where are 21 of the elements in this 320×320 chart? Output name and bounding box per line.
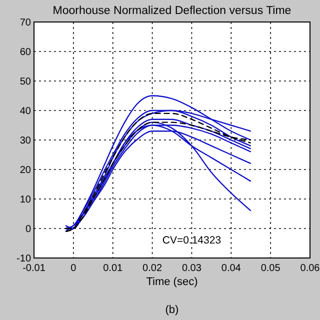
chart-title: Moorhouse Normalized Deflection versus Time <box>52 5 292 17</box>
y-tick-label: 40 <box>20 106 32 117</box>
x-tick-label: -0.01 <box>22 263 46 274</box>
x-tick-label: 0.06 <box>300 263 320 274</box>
x-tick-label: 0 <box>70 263 77 274</box>
x-tick-label: 0.02 <box>142 263 162 274</box>
y-tick-label: -10 <box>16 254 32 264</box>
x-tick-label: 0.04 <box>221 263 242 274</box>
annotation: CV=0.14323 <box>162 234 222 246</box>
y-tick-label: 60 <box>20 47 32 58</box>
y-tick-label: 50 <box>20 76 32 88</box>
x-tick-label: 0.05 <box>260 263 281 274</box>
y-tick-label: 20 <box>20 165 32 176</box>
x-tick-label: 0.03 <box>182 263 202 274</box>
y-tick-label: 30 <box>20 136 32 146</box>
x-tick-label: 0.01 <box>103 263 124 274</box>
y-tick-label: 70 <box>20 18 32 28</box>
y-tick-label: 10 <box>20 194 32 206</box>
text: (b) <box>165 304 179 316</box>
x-axis-title: Time (sec) <box>146 276 198 288</box>
y-tick-label: 0 <box>25 224 32 235</box>
